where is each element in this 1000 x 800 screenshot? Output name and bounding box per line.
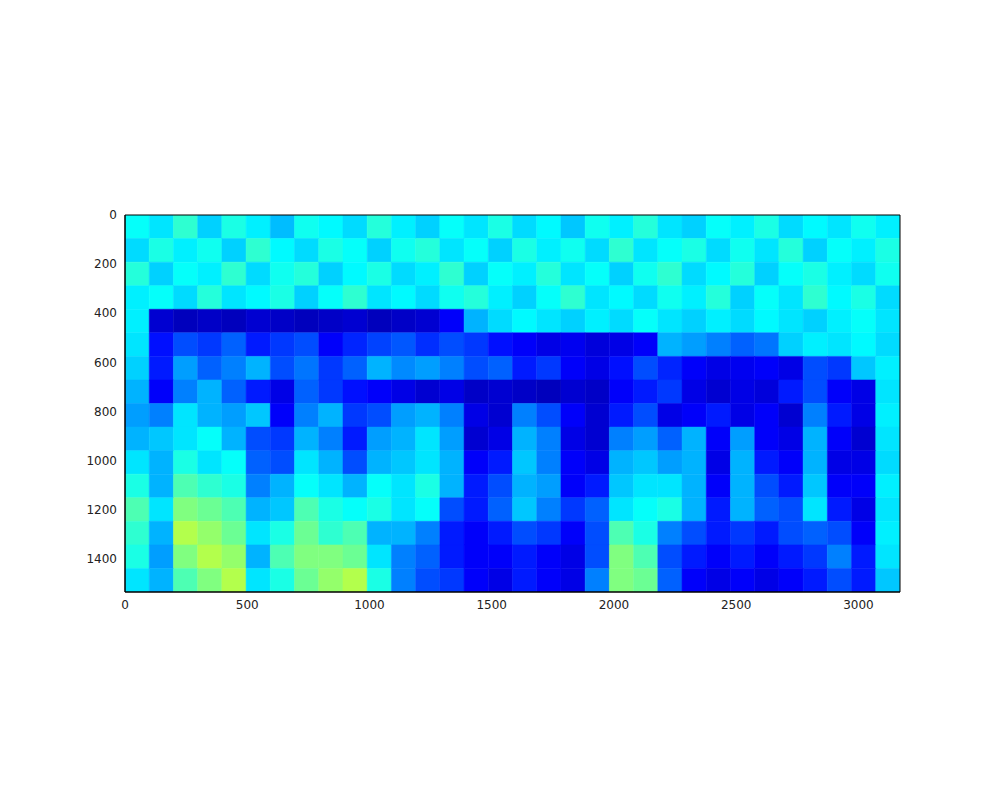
svg-text:1000: 1000	[86, 454, 117, 468]
svg-text:0: 0	[121, 598, 129, 612]
svg-text:2500: 2500	[721, 598, 752, 612]
svg-text:600: 600	[94, 356, 117, 370]
svg-text:1400: 1400	[86, 552, 117, 566]
svg-text:400: 400	[94, 306, 117, 320]
svg-text:0: 0	[109, 208, 117, 222]
svg-text:1200: 1200	[86, 503, 117, 517]
svg-text:200: 200	[94, 257, 117, 271]
svg-text:3000: 3000	[843, 598, 874, 612]
svg-text:500: 500	[236, 598, 259, 612]
svg-text:1000: 1000	[354, 598, 385, 612]
svg-text:800: 800	[94, 405, 117, 419]
svg-text:2000: 2000	[599, 598, 630, 612]
svg-text:1500: 1500	[476, 598, 507, 612]
